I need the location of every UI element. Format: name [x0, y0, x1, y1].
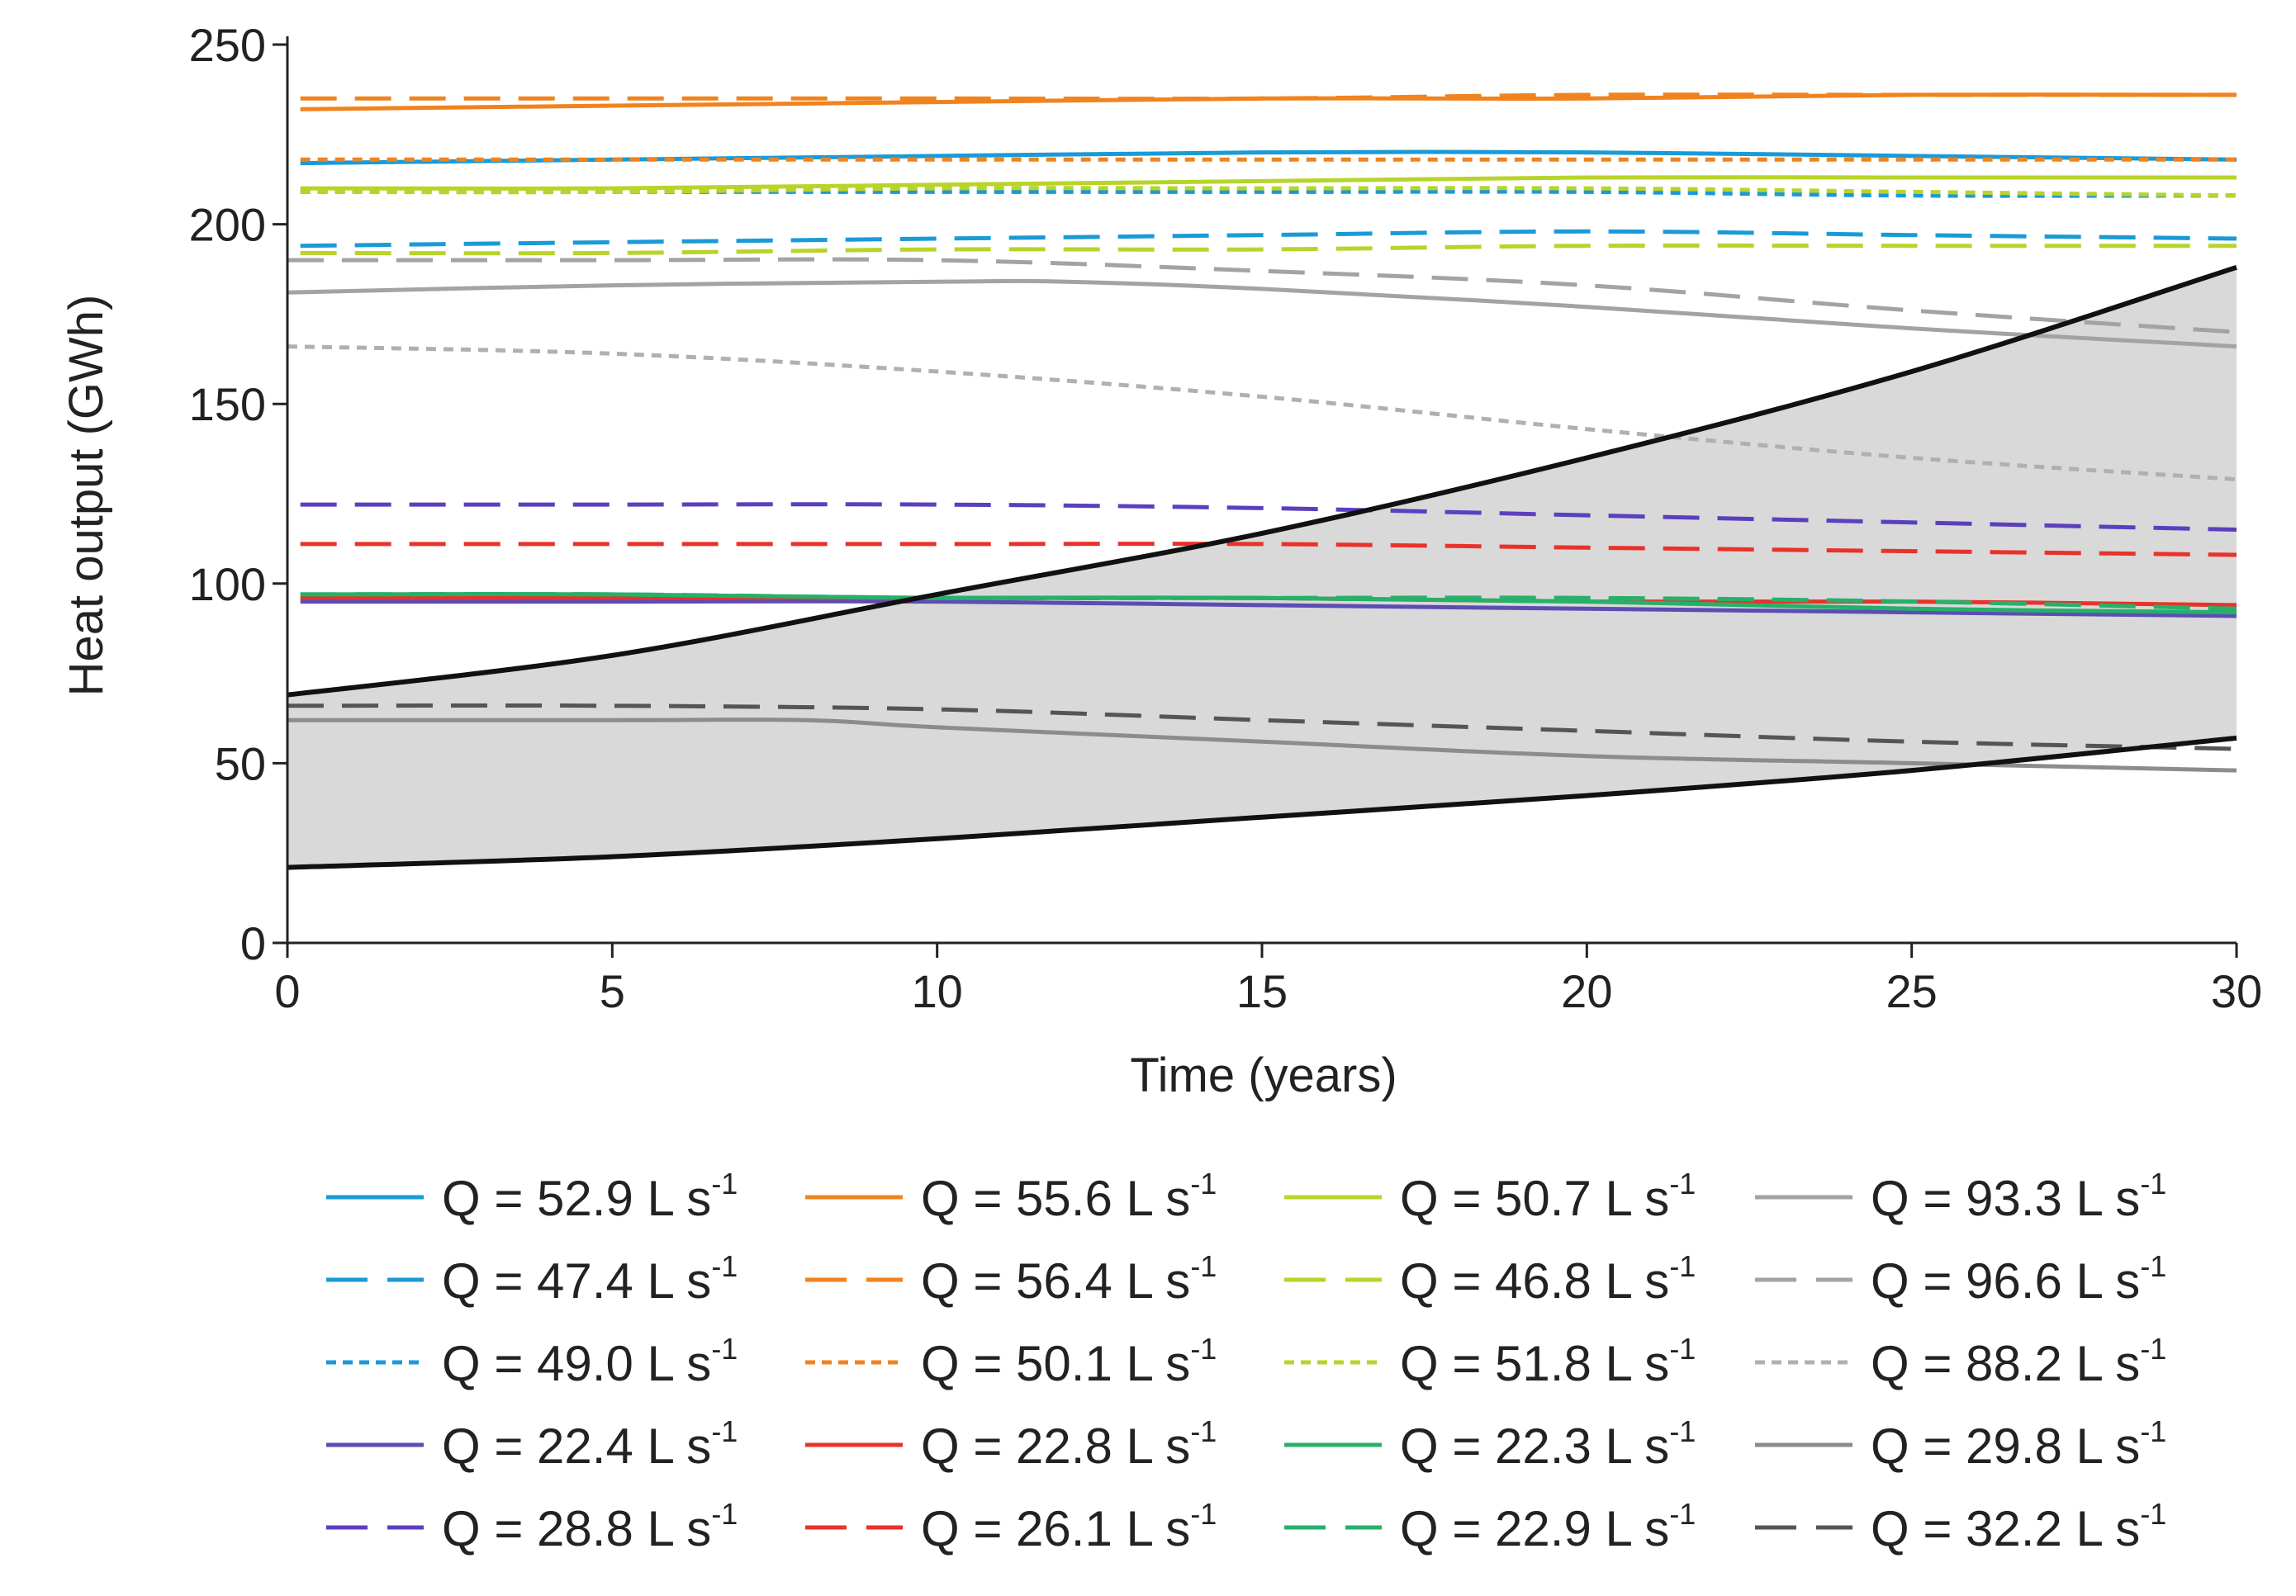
series-line-7: [300, 92, 2237, 102]
legend-label-1: Q = 52.9 L s-1: [442, 1167, 738, 1226]
legend-label-11: Q = 50.7 L s-1: [1400, 1167, 1696, 1226]
legend-item-6: Q = 55.6 L s-1: [805, 1167, 1217, 1226]
legend-label-18: Q = 88.2 L s-1: [1871, 1332, 2166, 1391]
series-line-3: [300, 189, 2237, 198]
series-line-15: [300, 592, 2237, 611]
y-tick-label-100: 100: [189, 558, 266, 610]
legend-item-8: Q = 50.1 L s-1: [805, 1332, 1217, 1391]
x-tick-label-10: 10: [912, 965, 963, 1017]
legend: Q = 52.9 L s-1 Q = 47.4 L s-1 Q = 49.0 L s…: [326, 1167, 2166, 1556]
legend-label-17: Q = 96.6 L s-1: [1871, 1249, 2166, 1309]
axes: 0 5 10 15 20 25 30 0 50 100 150 200 250: [189, 19, 2263, 1017]
x-tick-label-0: 0: [274, 965, 300, 1017]
series-line-18: [287, 344, 2237, 482]
legend-label-9: Q = 22.8 L s-1: [921, 1414, 1217, 1474]
x-tick-label-30: 30: [2211, 965, 2262, 1017]
series-line-1: [300, 149, 2237, 166]
series-lines: [287, 92, 2237, 870]
x-tick-label-20: 20: [1561, 965, 1612, 1017]
x-axis-title: Time (years): [1130, 1049, 1397, 1102]
y-axis-title: Heat output (GWh): [59, 295, 113, 697]
legend-item-11: Q = 50.7 L s-1: [1284, 1167, 1696, 1226]
y-tick-label-250: 250: [189, 19, 266, 71]
series-line-12: [300, 243, 2237, 256]
legend-label-19: Q = 29.8 L s-1: [1871, 1414, 2166, 1474]
legend-item-5: Q = 28.8 L s-1: [326, 1497, 738, 1556]
legend-item-19: Q = 29.8 L s-1: [1755, 1414, 2166, 1474]
legend-item-18: Q = 88.2 L s-1: [1755, 1332, 2166, 1391]
legend-item-14: Q = 22.3 L s-1: [1284, 1414, 1696, 1474]
y-tick-label-0: 0: [240, 917, 266, 969]
legend-item-15: Q = 22.9 L s-1: [1284, 1497, 1696, 1556]
legend-label-13: Q = 51.8 L s-1: [1400, 1332, 1696, 1391]
legend-label-2: Q = 47.4 L s-1: [442, 1249, 738, 1309]
legend-item-7: Q = 56.4 L s-1: [805, 1249, 1217, 1309]
legend-item-2: Q = 47.4 L s-1: [326, 1249, 738, 1309]
series-line-16: [287, 278, 2237, 349]
legend-item-4: Q = 22.4 L s-1: [326, 1414, 738, 1474]
band-lower-line: [287, 735, 2237, 870]
legend-item-9: Q = 22.8 L s-1: [805, 1414, 1217, 1474]
legend-label-7: Q = 56.4 L s-1: [921, 1249, 1217, 1309]
y-tick-label-200: 200: [189, 199, 266, 251]
series-line-11: [300, 175, 2237, 191]
legend-item-17: Q = 96.6 L s-1: [1755, 1249, 2166, 1309]
legend-item-1: Q = 52.9 L s-1: [326, 1167, 738, 1226]
legend-label-16: Q = 93.3 L s-1: [1871, 1167, 2166, 1226]
legend-label-12: Q = 46.8 L s-1: [1400, 1249, 1696, 1309]
legend-item-16: Q = 93.3 L s-1: [1755, 1167, 2166, 1226]
legend-label-15: Q = 22.9 L s-1: [1400, 1497, 1696, 1556]
series-line-19: [287, 717, 2237, 773]
y-tick-label-50: 50: [215, 737, 266, 789]
x-tick-label-25: 25: [1886, 965, 1938, 1017]
series-line-5: [300, 502, 2237, 532]
legend-item-12: Q = 46.8 L s-1: [1284, 1249, 1696, 1309]
legend-label-5: Q = 28.8 L s-1: [442, 1497, 738, 1556]
legend-label-10: Q = 26.1 L s-1: [921, 1497, 1217, 1556]
y-tick-label-150: 150: [189, 378, 266, 430]
legend-label-20: Q = 32.2 L s-1: [1871, 1497, 2166, 1556]
series-line-4: [300, 599, 2237, 618]
legend-label-8: Q = 50.1 L s-1: [921, 1332, 1217, 1391]
x-tick-label-5: 5: [600, 965, 625, 1017]
legend-item-3: Q = 49.0 L s-1: [326, 1332, 738, 1391]
legend-item-10: Q = 26.1 L s-1: [805, 1497, 1217, 1556]
series-line-2: [300, 229, 2237, 249]
legend-label-14: Q = 22.3 L s-1: [1400, 1414, 1696, 1474]
legend-label-4: Q = 22.4 L s-1: [442, 1414, 738, 1474]
legend-label-6: Q = 55.6 L s-1: [921, 1167, 1217, 1226]
legend-item-13: Q = 51.8 L s-1: [1284, 1332, 1696, 1391]
series-line-13: [300, 186, 2237, 198]
series-line-10: [300, 542, 2237, 557]
legend-item-20: Q = 32.2 L s-1: [1755, 1497, 2166, 1556]
band-upper-line: [287, 264, 2237, 698]
legend-label-3: Q = 49.0 L s-1: [442, 1332, 738, 1391]
x-tick-label-15: 15: [1236, 965, 1288, 1017]
